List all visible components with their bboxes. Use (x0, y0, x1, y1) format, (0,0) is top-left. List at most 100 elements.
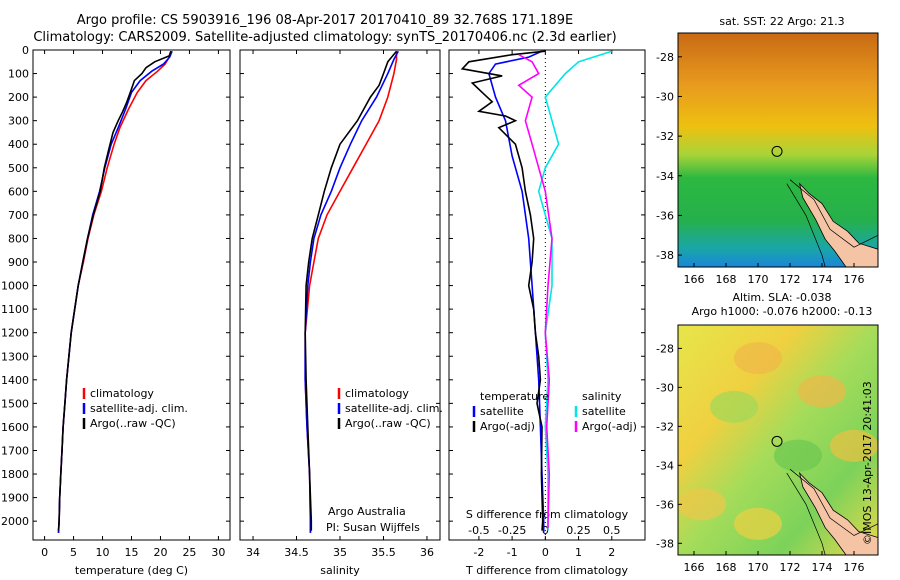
legend-label: satellite-adj. clim. (345, 402, 443, 415)
depth-tick-label: 1900 (1, 492, 29, 505)
depth-tick-label: 400 (8, 138, 29, 151)
x-tick-label: 0 (41, 546, 48, 559)
panel-frame (32, 49, 231, 541)
sla-anomaly-patch (830, 429, 878, 462)
lon-tick-label: 174 (812, 561, 833, 574)
series-line (57, 50, 172, 533)
lon-tick-label: 168 (716, 561, 737, 574)
lon-tick-label: 172 (780, 273, 801, 286)
x-tick-label: -2 (473, 546, 484, 559)
lon-tick-label: 166 (684, 273, 705, 286)
depth-tick-label: 1000 (1, 280, 29, 293)
lon-tick-label: 172 (780, 561, 801, 574)
legend-title: salinity (582, 390, 622, 403)
series-line (57, 50, 172, 531)
lat-tick-label: -36 (656, 498, 674, 511)
x-tick-label: 10 (96, 546, 110, 559)
legend-label: satellite (582, 405, 626, 418)
series-line (517, 53, 553, 529)
depth-tick-label: 1700 (1, 444, 29, 457)
sst-map-title: sat. SST: 22 Argo: 21.3 (719, 15, 845, 28)
lon-tick-label: 170 (748, 273, 769, 286)
panel-frame (448, 49, 646, 541)
sst-map: 166 168 170 172 174 176 -28 -30 -32 -34 -36 -38 (656, 32, 879, 286)
x-tick-label: 35 (333, 546, 347, 559)
lon-tick-label: 176 (844, 561, 865, 574)
x-tick-label: 36 (420, 546, 434, 559)
x-tick-label: 34.5 (284, 546, 309, 559)
depth-tick-label: 500 (8, 162, 29, 175)
x-tick-label: 30 (211, 546, 225, 559)
depth-tick-label: 100 (8, 68, 29, 81)
depth-tick-label: 1400 (1, 374, 29, 387)
header-line-2: Climatology: CARS2009. Satellite-adjuste… (33, 30, 617, 45)
lon-tick-label: 170 (748, 561, 769, 574)
x-axis-label: T difference from climatology (465, 564, 628, 577)
map-field (678, 33, 878, 267)
x-axis-label: temperature (deg C) (75, 564, 188, 577)
lon-tick-label: 168 (716, 273, 737, 286)
profile-panel-2: 34 34.5 35 35.5 36 salinity climatology satelli… (239, 49, 443, 577)
sla-map-title-2: Argo h1000: -0.076 h2000: -0.13 (691, 305, 873, 318)
s-tick-label: -0.25 (498, 524, 526, 537)
x-tick-label: 20 (153, 546, 167, 559)
depth-tick-label: 700 (8, 209, 29, 222)
legend-label: climatology (345, 387, 409, 400)
x-tick-label: 2 (608, 546, 615, 559)
series-line (304, 50, 400, 533)
depth-tick-label: 200 (8, 91, 29, 104)
isobath-line (789, 179, 879, 248)
depth-tick-label: 1800 (1, 468, 29, 481)
x-tick-label: 25 (182, 546, 196, 559)
map-frame (677, 32, 879, 268)
series-line (488, 50, 545, 533)
lat-tick-label: -28 (656, 342, 674, 355)
profile-panel-3: -2 -1 0 1 2 T difference from climatology -0.5… (448, 49, 646, 577)
series-group (460, 50, 613, 533)
depth-tick-label: 2000 (1, 515, 29, 528)
depth-tick-label: 1100 (1, 303, 29, 316)
depth-tick-label: 900 (8, 256, 29, 269)
lat-tick-label: -34 (656, 459, 674, 472)
panel-frame (239, 49, 441, 541)
imos-timestamp: ©IMOS 13-Apr-2017 20:41:03 (861, 381, 874, 545)
x-tick-label: 1 (575, 546, 582, 559)
map-frame (677, 324, 879, 556)
s-tick-label: -0.5 (468, 524, 489, 537)
depth-tick-label: 300 (8, 115, 29, 128)
x-tick-label: 0 (542, 546, 549, 559)
isobath-line (789, 468, 879, 536)
legend-label: Argo(..raw -QC) (90, 417, 176, 430)
legend-label: Argo(..raw -QC) (345, 417, 431, 430)
lat-tick-label: -34 (656, 170, 674, 183)
depth-tick-label: 600 (8, 185, 29, 198)
x-axis-label: salinity (320, 564, 360, 577)
x-tick-label: 35.5 (371, 546, 396, 559)
series-line (304, 51, 398, 533)
legend-label: climatology (90, 387, 154, 400)
depth-tick-label: 1500 (1, 397, 29, 410)
argo-position-marker (771, 435, 783, 447)
lat-tick-label: -32 (656, 130, 674, 143)
lon-tick-label: 174 (812, 273, 833, 286)
series-line (460, 50, 546, 531)
x-tick-label: -1 (507, 546, 518, 559)
sla-anomaly-patch (678, 488, 726, 521)
series-line (304, 50, 398, 531)
legend-label: satellite-adj. clim. (90, 402, 188, 415)
depth-tick-label: 0 (22, 44, 29, 57)
lat-tick-label: -36 (656, 209, 674, 222)
x-tick-label: 15 (125, 546, 139, 559)
legend-label: satellite (480, 405, 524, 418)
lon-tick-label: 176 (844, 273, 865, 286)
sla-anomaly-patch (734, 507, 782, 540)
sla-anomaly-patch (774, 439, 822, 472)
depth-tick-label: 1200 (1, 327, 29, 340)
depth-tick-label: 800 (8, 232, 29, 245)
sla-anomaly-patch (798, 375, 846, 408)
legend-label: Argo(-adj) (480, 420, 535, 433)
isobath-line (786, 183, 826, 268)
header-line-1: Argo profile: CS 5903916_196 08-Apr-2017… (76, 13, 574, 28)
lat-tick-label: -28 (656, 51, 674, 64)
